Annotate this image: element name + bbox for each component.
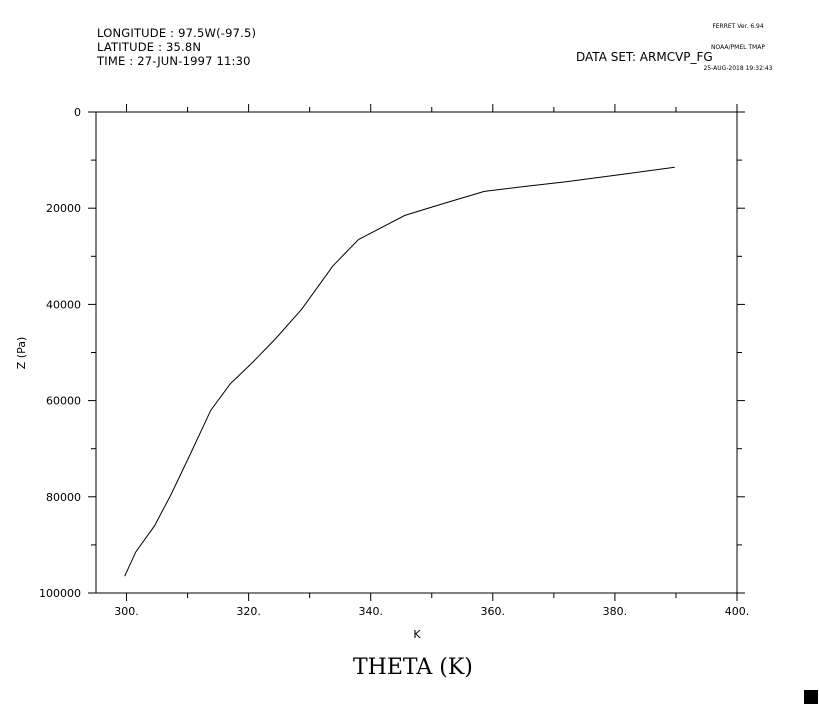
time-label: TIME : 27-JUN-1997 11:30 (97, 54, 251, 68)
plot-frame (95, 111, 738, 594)
y-tick-label: 60000 (46, 395, 81, 408)
stamp-org: NOAA/PMEL TMAP (711, 44, 765, 51)
y-tick-label: 40000 (46, 298, 81, 311)
corner-marker (804, 690, 818, 704)
x-tick-label: 300. (114, 605, 139, 618)
y-tick-label: 0 (74, 106, 81, 119)
theta-series-line (124, 166, 675, 577)
chart-title: THETA (K) (353, 655, 473, 680)
stamp-date: 25-AUG-2018 19:32:43 (703, 65, 773, 72)
dataset-label: DATA SET: ARMCVP_FG (576, 50, 713, 64)
y-tick-label: 100000 (39, 587, 81, 600)
stamp-version: FERRET Ver. 6.94 (712, 23, 764, 30)
x-tick-label: 400. (725, 605, 750, 618)
ferret-stamp: FERRET Ver. 6.94 NOAA/PMEL TMAP 25-AUG-2… (683, 9, 793, 79)
x-axis-label: K (413, 628, 421, 641)
x-tick-label: 380. (603, 605, 628, 618)
x-tick-label: 320. (236, 605, 261, 618)
longitude-label: LONGITUDE : 97.5W(-97.5) (97, 26, 257, 40)
x-tick-label: 340. (358, 605, 383, 618)
latitude-label: LATITUDE : 35.8N (97, 40, 202, 54)
y-tick-label: 80000 (46, 491, 81, 504)
x-tick-label: 360. (481, 605, 506, 618)
y-tick-label: 20000 (46, 202, 81, 215)
y-axis-label: Z (Pa) (15, 337, 28, 370)
